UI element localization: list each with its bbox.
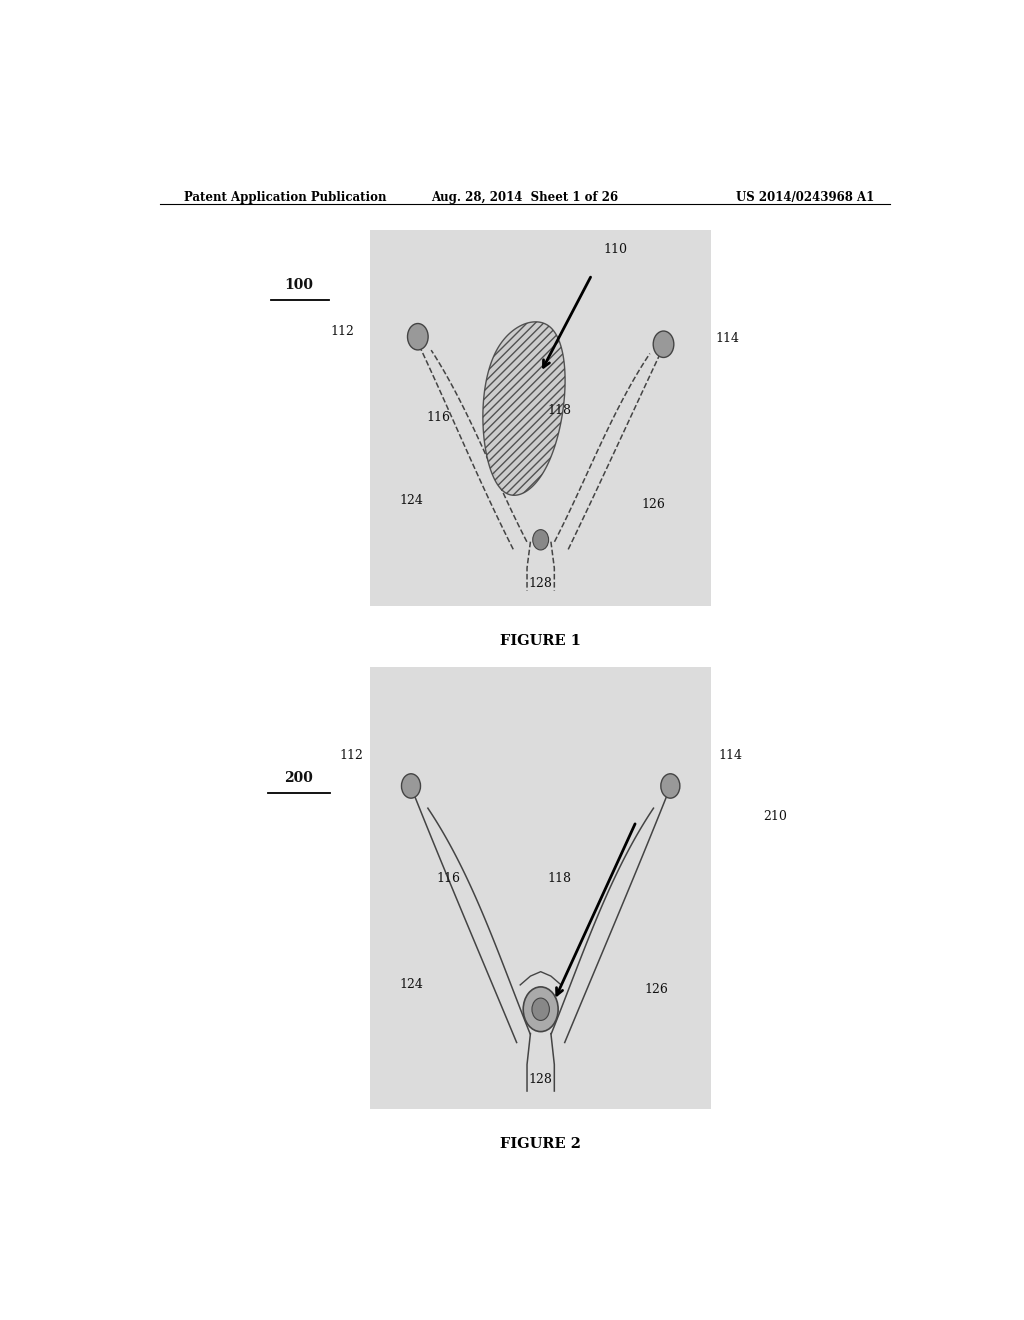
Text: 116: 116 (436, 873, 461, 886)
Text: 112: 112 (331, 325, 354, 338)
Text: 100: 100 (284, 279, 313, 292)
Circle shape (401, 774, 421, 799)
Text: 128: 128 (528, 1073, 553, 1086)
Text: 112: 112 (339, 748, 364, 762)
Text: FIGURE 2: FIGURE 2 (500, 1138, 582, 1151)
Text: 210: 210 (763, 809, 786, 822)
Text: 118: 118 (548, 873, 571, 886)
Text: 116: 116 (426, 411, 451, 424)
Text: 126: 126 (641, 498, 666, 511)
Text: Aug. 28, 2014  Sheet 1 of 26: Aug. 28, 2014 Sheet 1 of 26 (431, 191, 618, 203)
Text: 114: 114 (715, 333, 739, 345)
Text: 124: 124 (399, 494, 423, 507)
Circle shape (531, 998, 550, 1020)
Text: Patent Application Publication: Patent Application Publication (183, 191, 386, 203)
Circle shape (408, 323, 428, 350)
Circle shape (532, 529, 549, 550)
Circle shape (660, 774, 680, 799)
Text: US 2014/0243968 A1: US 2014/0243968 A1 (735, 191, 873, 203)
Text: 118: 118 (548, 404, 571, 417)
Text: 128: 128 (528, 577, 553, 590)
Text: 114: 114 (718, 748, 742, 762)
Bar (370, 667, 712, 1109)
Text: 200: 200 (285, 771, 313, 785)
Polygon shape (483, 322, 565, 495)
Text: 110: 110 (604, 243, 628, 256)
Circle shape (653, 331, 674, 358)
Text: FIGURE 1: FIGURE 1 (500, 634, 582, 648)
Bar (370, 230, 712, 606)
Text: 124: 124 (399, 978, 423, 991)
Circle shape (523, 987, 558, 1032)
Text: 126: 126 (645, 983, 669, 995)
